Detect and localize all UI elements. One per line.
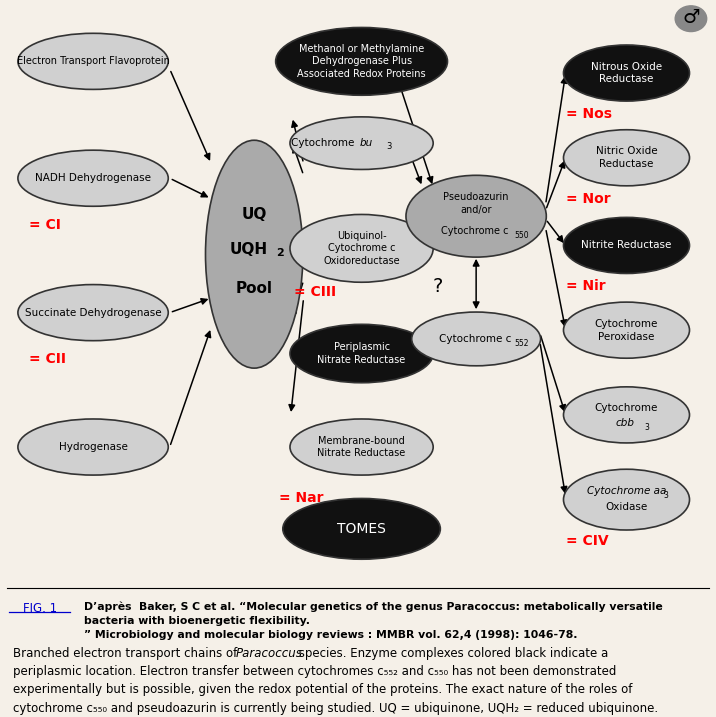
Text: TOMES: TOMES — [337, 522, 386, 536]
Text: = CIV: = CIV — [566, 533, 609, 548]
Text: UQH: UQH — [229, 242, 268, 257]
Text: species. Enzyme complexes colored black indicate a: species. Enzyme complexes colored black … — [295, 647, 608, 660]
Text: = Nos: = Nos — [566, 107, 611, 121]
Text: Pseudoazurin
and/or: Pseudoazurin and/or — [443, 191, 509, 215]
Text: Succinate Dehydrogenase: Succinate Dehydrogenase — [25, 308, 161, 318]
Text: Ubiquinol-
Cytochrome c
Oxidoreductase: Ubiquinol- Cytochrome c Oxidoreductase — [323, 231, 400, 266]
Ellipse shape — [205, 141, 303, 368]
Text: Oxidase: Oxidase — [605, 502, 648, 512]
Text: Cytochrome c: Cytochrome c — [441, 226, 508, 236]
Text: D’après  Baker, S C et al. “Molecular genetics of the genus Paracoccus: metaboli: D’après Baker, S C et al. “Molecular gen… — [84, 602, 663, 612]
Text: Periplasmic
Nitrate Reductase: Periplasmic Nitrate Reductase — [317, 342, 406, 365]
Text: bu: bu — [359, 138, 373, 148]
Text: periplasmic location. Electron transfer between cytochromes c₅₅₂ and c₅₅₀ has no: periplasmic location. Electron transfer … — [13, 665, 616, 678]
Ellipse shape — [18, 419, 168, 475]
Text: Cytochrome: Cytochrome — [595, 403, 658, 413]
Text: cbb: cbb — [616, 418, 634, 428]
Text: 552: 552 — [515, 339, 529, 348]
Text: 2: 2 — [276, 248, 284, 258]
Text: Cytochrome
Peroxidase: Cytochrome Peroxidase — [595, 319, 658, 341]
Text: bacteria with bioenergetic flexibility.: bacteria with bioenergetic flexibility. — [84, 616, 311, 626]
Ellipse shape — [290, 419, 433, 475]
Ellipse shape — [290, 324, 433, 383]
Text: ” Microbiology and molecular biology reviews : MMBR vol. 62,4 (1998): 1046-78.: ” Microbiology and molecular biology rev… — [84, 630, 578, 640]
Ellipse shape — [406, 175, 546, 257]
Text: = Nar: = Nar — [279, 491, 324, 505]
Text: = Nir: = Nir — [566, 280, 605, 293]
Text: Hydrogenase: Hydrogenase — [59, 442, 127, 452]
Text: Cytochrome: Cytochrome — [291, 138, 358, 148]
Ellipse shape — [563, 387, 690, 443]
Text: ?: ? — [433, 277, 443, 296]
Ellipse shape — [276, 27, 448, 95]
Text: Membrane-bound
Nitrate Reductase: Membrane-bound Nitrate Reductase — [317, 436, 406, 458]
Text: = Nor: = Nor — [566, 191, 610, 206]
Text: 550: 550 — [515, 231, 529, 240]
Text: 3: 3 — [387, 141, 392, 151]
Text: ♂: ♂ — [682, 8, 700, 27]
Ellipse shape — [18, 150, 168, 206]
Ellipse shape — [18, 33, 168, 90]
Ellipse shape — [563, 130, 690, 186]
Ellipse shape — [563, 302, 690, 358]
Text: Nitrous Oxide
Reductase: Nitrous Oxide Reductase — [591, 62, 662, 85]
Text: Nitrite Reductase: Nitrite Reductase — [581, 240, 672, 250]
Ellipse shape — [563, 217, 690, 273]
Text: = CII: = CII — [29, 352, 66, 366]
Text: 3: 3 — [664, 491, 669, 500]
Text: FIG. 1: FIG. 1 — [23, 602, 57, 614]
Ellipse shape — [18, 285, 168, 341]
Ellipse shape — [412, 312, 541, 366]
Text: Nitric Oxide
Reductase: Nitric Oxide Reductase — [596, 146, 657, 169]
Text: = CIII: = CIII — [294, 285, 336, 299]
Text: Electron Transport Flavoprotein: Electron Transport Flavoprotein — [16, 57, 170, 67]
Text: = CI: = CI — [29, 218, 61, 232]
Ellipse shape — [290, 117, 433, 169]
Text: cytochrome c₅₅₀ and pseudoazurin is currently being studied. UQ = ubiquinone, UQ: cytochrome c₅₅₀ and pseudoazurin is curr… — [13, 702, 658, 715]
Text: Methanol or Methylamine
Dehydrogenase Plus
Associated Redox Proteins: Methanol or Methylamine Dehydrogenase Pl… — [297, 44, 426, 79]
Text: Paracoccus: Paracoccus — [236, 647, 303, 660]
Circle shape — [675, 6, 707, 32]
Text: 3: 3 — [644, 423, 649, 432]
Ellipse shape — [563, 45, 690, 101]
Ellipse shape — [283, 498, 440, 559]
Text: NADH Dehydrogenase: NADH Dehydrogenase — [35, 174, 151, 184]
Text: Cytochrome aa: Cytochrome aa — [587, 486, 666, 496]
Text: Cytochrome c: Cytochrome c — [438, 334, 511, 344]
Ellipse shape — [290, 214, 433, 282]
Text: Pool: Pool — [236, 280, 273, 295]
Text: Branched electron transport chains of: Branched electron transport chains of — [13, 647, 241, 660]
Text: experimentally but is possible, given the redox potential of the proteins. The e: experimentally but is possible, given th… — [13, 683, 632, 696]
Ellipse shape — [563, 469, 690, 530]
Text: UQ: UQ — [241, 207, 267, 222]
